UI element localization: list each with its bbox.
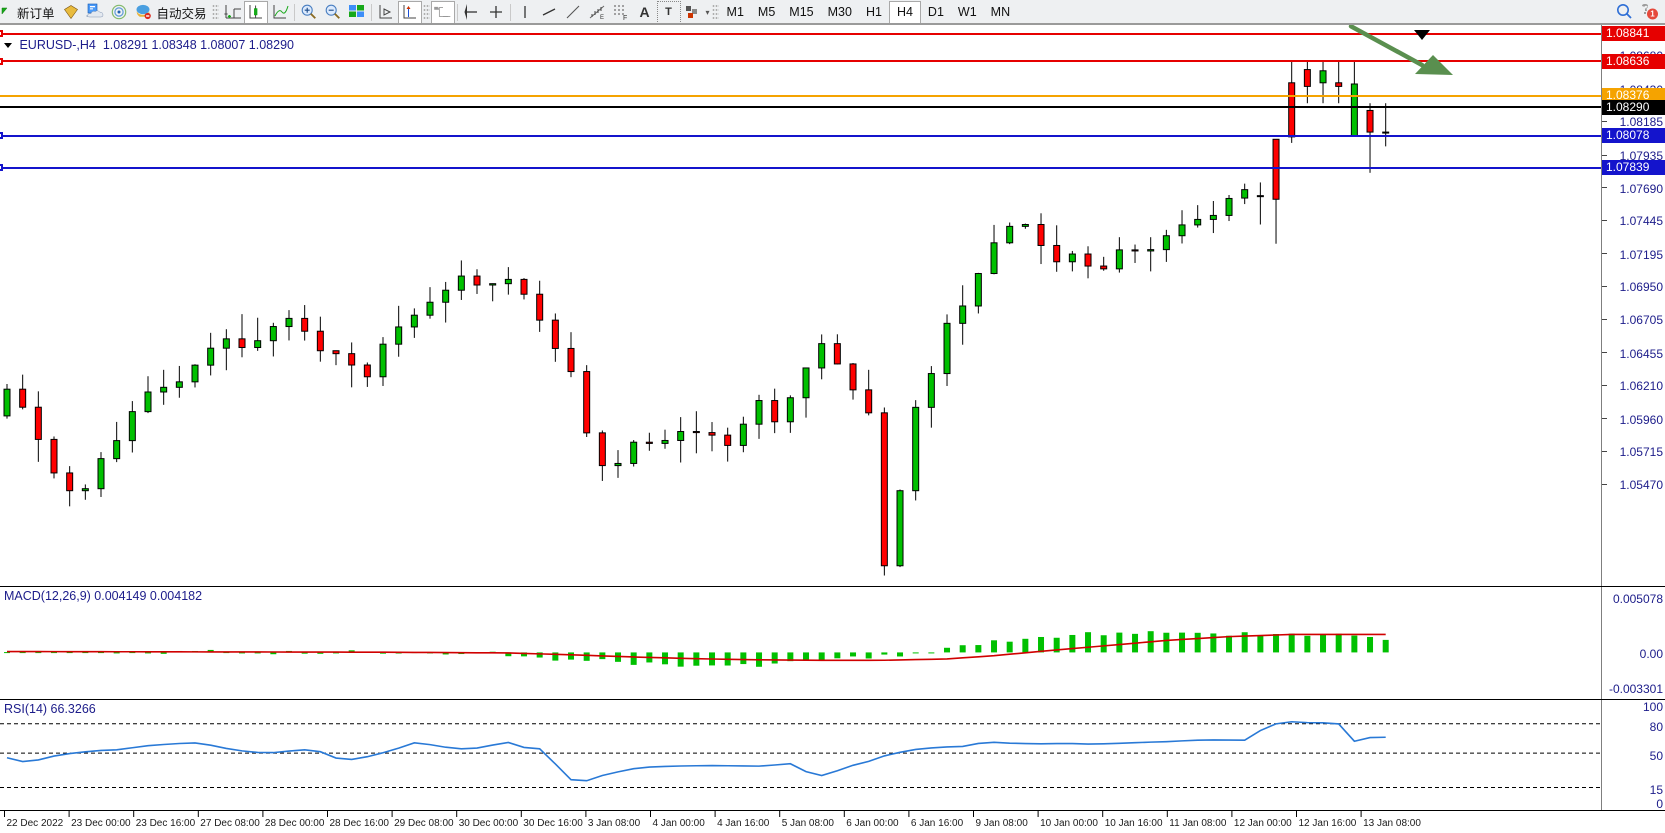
svg-text:1: 1 xyxy=(1650,10,1655,19)
svg-text:F: F xyxy=(623,15,627,21)
svg-text:E: E xyxy=(600,15,604,21)
